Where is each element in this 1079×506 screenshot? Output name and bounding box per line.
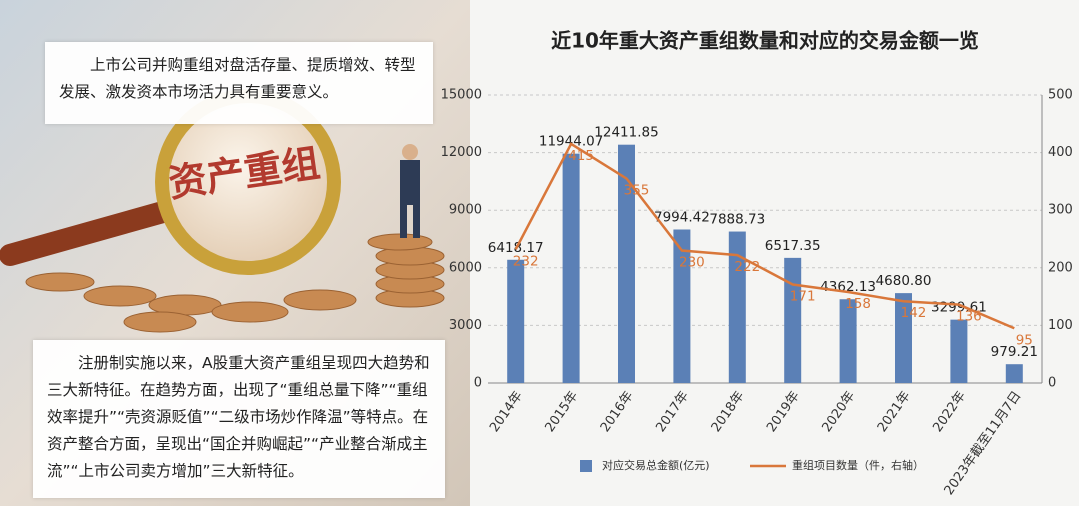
y-tick-label: 6000 bbox=[449, 260, 482, 275]
y-tick-label: 12000 bbox=[441, 145, 482, 160]
y2-tick-label: 400 bbox=[1048, 145, 1073, 160]
legend-swatch bbox=[580, 460, 592, 472]
line-label: 95 bbox=[1016, 332, 1033, 348]
summary-text: 注册制实施以来，A股重大资产重组呈现四大趋势和三大新特征。在趋势方面，出现了“重… bbox=[33, 340, 445, 498]
bar bbox=[507, 259, 525, 383]
magnifier-handle bbox=[0, 199, 181, 266]
bar-label: 11944.07 bbox=[539, 134, 603, 150]
x-tick-label: 2015年 bbox=[543, 389, 582, 435]
x-tick-label: 2020年 bbox=[820, 389, 859, 435]
figure bbox=[400, 160, 420, 205]
line-label: 232 bbox=[513, 253, 539, 269]
x-tick-label: 2018年 bbox=[709, 389, 748, 435]
figure-leg bbox=[413, 205, 420, 238]
bar bbox=[839, 299, 857, 383]
bar-label: 7994.42 bbox=[654, 210, 710, 226]
bar-label: 7888.73 bbox=[709, 212, 765, 228]
x-tick-label: 2014年 bbox=[487, 389, 526, 435]
coins bbox=[25, 233, 445, 333]
y2-tick-label: 500 bbox=[1048, 88, 1073, 103]
bar bbox=[728, 231, 746, 383]
bar-label: 4680.80 bbox=[876, 273, 932, 289]
line-label: 230 bbox=[679, 255, 705, 271]
line-label: 171 bbox=[790, 289, 816, 305]
bar-label: 979.21 bbox=[991, 344, 1038, 360]
line-label: 415 bbox=[568, 148, 594, 164]
chart-title: 近10年重大资产重组数量和对应的交易金额一览 bbox=[551, 29, 979, 53]
line-label: 136 bbox=[956, 309, 982, 325]
legend-label: 重组项目数量（件，右轴） bbox=[792, 458, 924, 472]
x-tick-label: 2017年 bbox=[653, 389, 692, 435]
bar bbox=[673, 229, 691, 383]
x-tick-label: 2021年 bbox=[875, 389, 914, 435]
legend-label: 对应交易总金额(亿元) bbox=[602, 458, 710, 472]
y-tick-label: 3000 bbox=[449, 318, 482, 333]
bar bbox=[950, 319, 968, 383]
line-label: 158 bbox=[845, 296, 871, 312]
bar bbox=[618, 144, 635, 383]
y2-tick-label: 200 bbox=[1048, 260, 1073, 275]
x-tick-label: 2022年 bbox=[930, 389, 969, 435]
line bbox=[514, 142, 1015, 330]
x-tick-label: 2016年 bbox=[598, 389, 637, 435]
y-tick-label: 15000 bbox=[441, 88, 482, 103]
bar bbox=[1005, 364, 1023, 383]
x-tick-label: 2019年 bbox=[764, 389, 803, 435]
bar-label: 12411.85 bbox=[594, 125, 658, 141]
line-label: 142 bbox=[901, 305, 927, 321]
bar bbox=[784, 257, 802, 383]
y-tick-label: 9000 bbox=[449, 203, 482, 218]
intro-text: 上市公司并购重组对盘活存量、提质增效、转型发展、激发资本市场活力具有重要意义。 bbox=[45, 42, 433, 124]
line-label: 355 bbox=[624, 183, 650, 199]
bar bbox=[895, 293, 912, 383]
line-label: 222 bbox=[734, 259, 760, 275]
figure-head bbox=[402, 144, 418, 160]
bar bbox=[562, 153, 580, 383]
y2-tick-label: 300 bbox=[1048, 203, 1073, 218]
bar-label: 6517.35 bbox=[765, 238, 821, 254]
y2-tick-label: 100 bbox=[1048, 318, 1073, 333]
figure-leg bbox=[400, 205, 407, 238]
y2-tick-label: 0 bbox=[1048, 376, 1056, 391]
y-tick-label: 0 bbox=[474, 376, 482, 391]
